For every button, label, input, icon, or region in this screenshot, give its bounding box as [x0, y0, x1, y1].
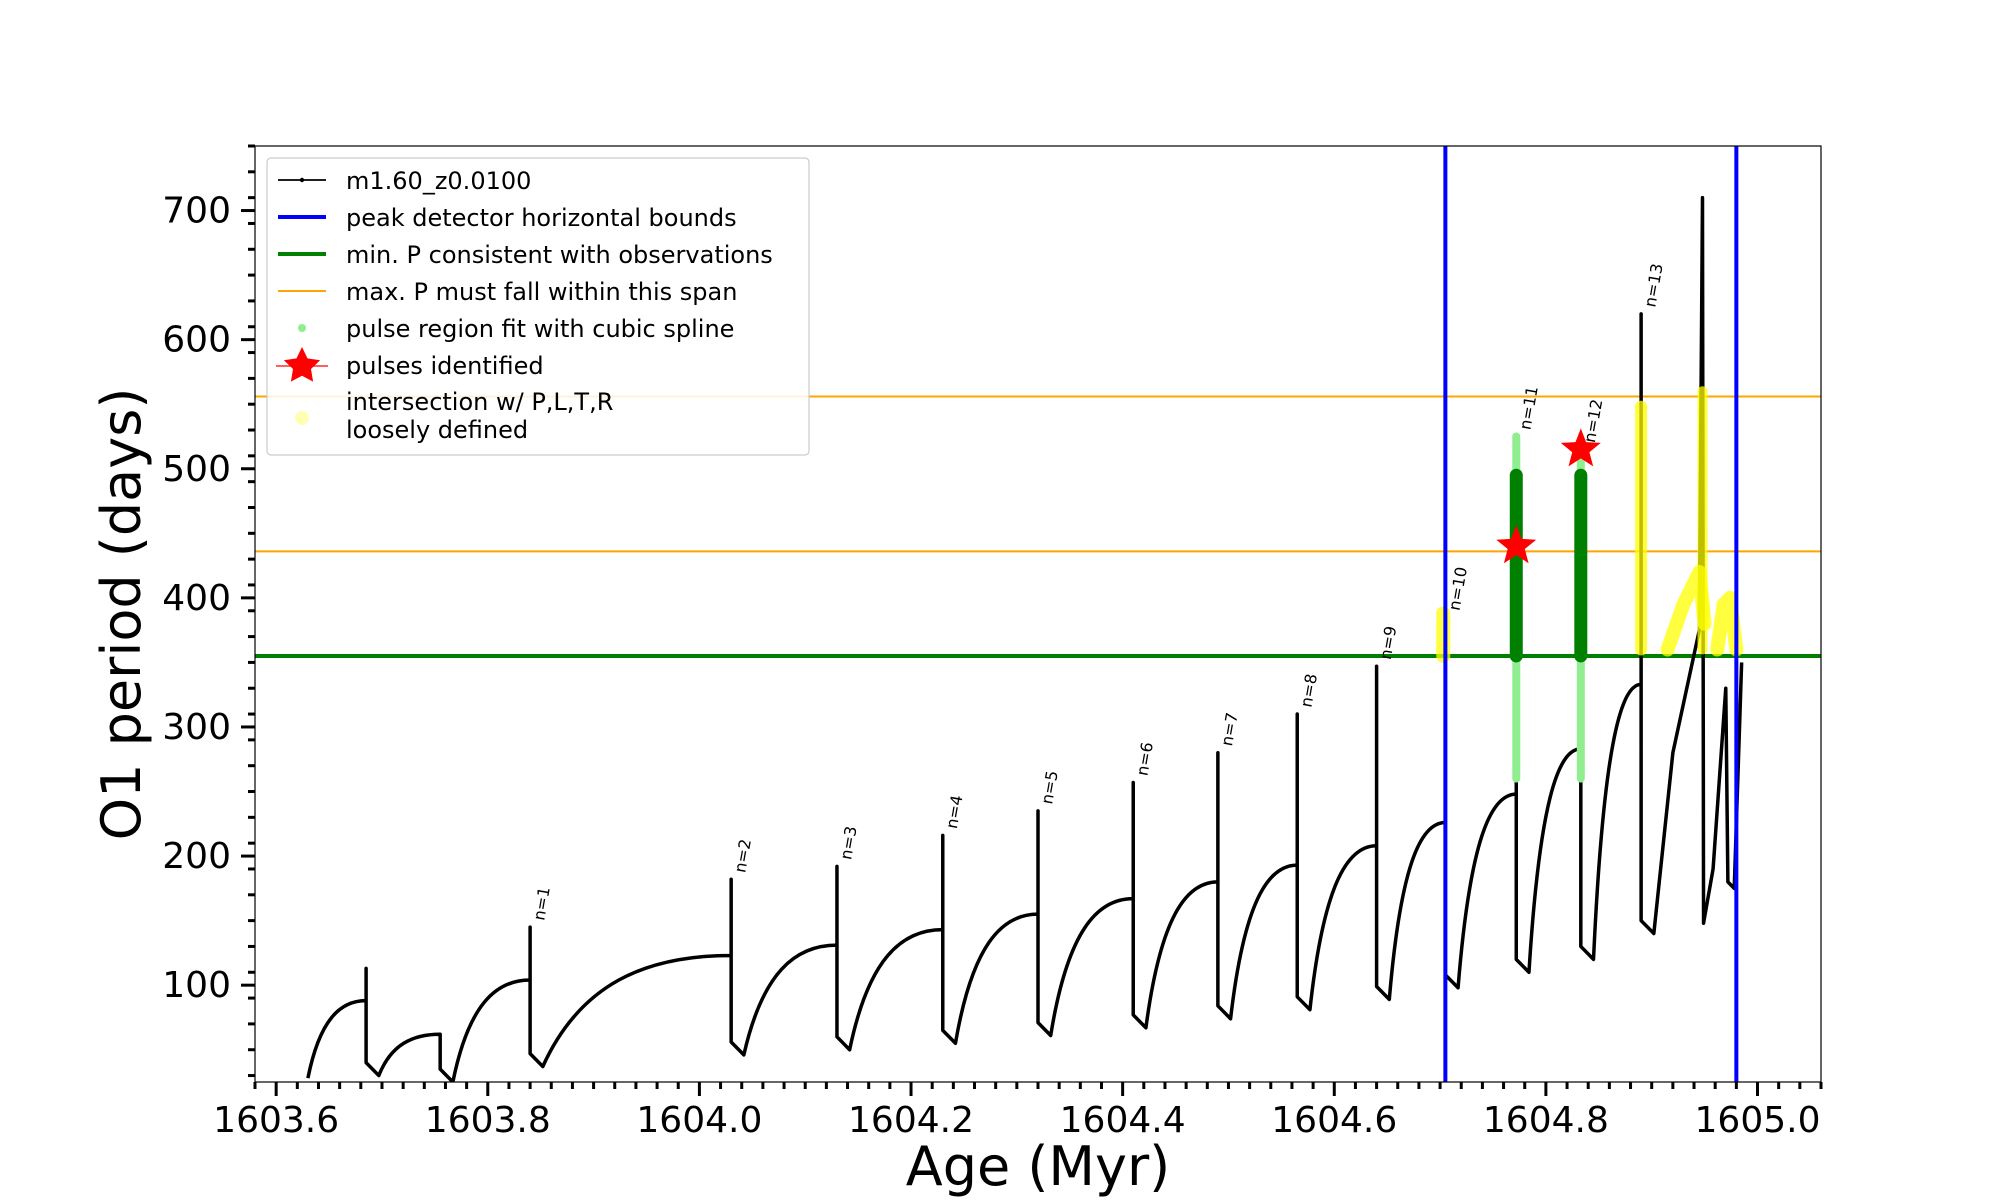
legend-item-track: m1.60_z0.0100	[278, 167, 531, 195]
legend-item-min-p: min. P consistent with observations	[278, 241, 773, 269]
intersection-arc-2	[1710, 590, 1744, 657]
pulse-identified-star-1	[1496, 525, 1537, 564]
legend-item-max-p: max. P must fall within this span	[278, 278, 737, 306]
x-axis-label: Age (Myr)	[906, 1135, 1171, 1198]
legend-label-bounds: peak detector horizontal bounds	[346, 204, 737, 232]
legend-label-min-p: min. P consistent with observations	[346, 241, 773, 269]
axes: 1603.6 1603.8 1604.0 1604.2 1604.4 1604.6 1604…	[162, 144, 1823, 1141]
x-tick-label: 1604.2	[848, 1100, 974, 1141]
y-tick-label: 200	[162, 836, 231, 877]
y-tick-label: 600	[162, 320, 231, 361]
x-tick-label: 1603.8	[425, 1100, 551, 1141]
legend-item-pulses: pulses identified	[276, 347, 544, 382]
legend-item-intersection: intersection w/ P,L,T,R loosely defined	[295, 388, 613, 444]
legend-box	[266, 157, 810, 456]
x-tick-label: 1604.0	[636, 1100, 762, 1141]
x-tick-label: 1604.6	[1271, 1100, 1397, 1141]
x-tick-label: 1605.0	[1695, 1100, 1821, 1141]
y-tick-label: 100	[162, 965, 231, 1006]
y-axis-label: O1 period (days)	[90, 388, 153, 841]
y-tick-label: 500	[162, 449, 231, 490]
legend-item-spline: pulse region fit with cubic spline	[298, 315, 734, 343]
legend-label-track: m1.60_z0.0100	[346, 167, 531, 195]
x-tick-label: 1604.8	[1483, 1100, 1609, 1141]
y-tick-label: 300	[162, 707, 231, 748]
legend-label-intersection-2: loosely defined	[346, 416, 528, 444]
evolution-track	[306, 195, 1744, 1082]
legend: m1.60_z0.0100 peak detector horizontal b…	[266, 157, 810, 456]
x-tick-label: 1603.6	[213, 1100, 339, 1141]
legend-label-pulses: pulses identified	[346, 352, 544, 380]
legend-label-max-p: max. P must fall within this span	[346, 278, 737, 306]
y-tick-label: 400	[162, 578, 231, 619]
star-icon	[283, 347, 321, 382]
legend-label-spline: pulse region fit with cubic spline	[346, 315, 734, 343]
y-tick-label: 700	[162, 191, 231, 232]
pulse-identified-star-2	[1560, 428, 1601, 467]
x-tick-label: 1604.4	[1060, 1100, 1186, 1141]
legend-label-intersection: intersection w/ P,L,T,R	[346, 388, 613, 416]
legend-item-bounds: peak detector horizontal bounds	[278, 204, 737, 232]
